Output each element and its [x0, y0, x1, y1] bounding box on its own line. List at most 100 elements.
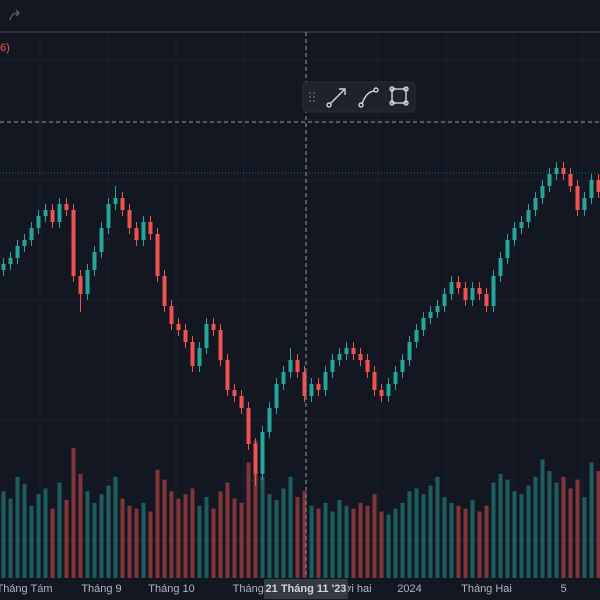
- candle-body: [323, 372, 328, 390]
- volume-bar: [8, 498, 13, 578]
- volume-bar: [442, 497, 447, 578]
- candle-body: [400, 360, 405, 372]
- candle-body: [64, 204, 69, 210]
- candle-body: [386, 384, 391, 396]
- volume-bar: [533, 476, 538, 578]
- candle-body: [85, 270, 90, 294]
- candle-body: [57, 204, 62, 222]
- candle-body: [484, 294, 489, 306]
- candle-body: [463, 288, 468, 300]
- candle-body: [260, 432, 265, 474]
- candle-body: [141, 222, 146, 240]
- path-tool[interactable]: [358, 87, 379, 108]
- candle-body: [372, 372, 377, 390]
- rectangle-tool[interactable]: [389, 86, 409, 106]
- x-tick-label: Tháng Tám: [0, 583, 53, 595]
- candle-body: [1, 264, 6, 270]
- volume-bar: [596, 471, 600, 578]
- volume-bar: [36, 494, 41, 578]
- volume-bar: [267, 494, 272, 578]
- volume-bar: [211, 508, 216, 578]
- candle-body: [351, 348, 356, 354]
- volume-bar: [540, 459, 545, 578]
- volume-bar: [141, 502, 146, 578]
- volume-bar: [512, 491, 517, 578]
- volume-bar: [43, 488, 48, 578]
- volume-bar: [561, 476, 566, 578]
- candle-body: [295, 360, 300, 372]
- candle-body: [29, 228, 34, 240]
- redo-button[interactable]: [9, 9, 20, 21]
- volume-bar: [393, 508, 398, 578]
- candle-body: [246, 408, 251, 444]
- x-tick-label: Tháng 9: [81, 583, 121, 595]
- candle-body: [519, 222, 524, 228]
- candle-body: [358, 354, 363, 360]
- candle-body: [533, 198, 538, 210]
- candle-body: [190, 342, 195, 366]
- volume-bar: [449, 502, 454, 578]
- volume-bar: [505, 479, 510, 578]
- candle-body: [162, 276, 167, 306]
- volume-bar: [57, 482, 62, 578]
- candle-body: [442, 294, 447, 306]
- candle-body: [36, 216, 41, 228]
- candle-body: [554, 168, 559, 174]
- volume-bar: [204, 497, 209, 578]
- volume-bar: [274, 499, 279, 578]
- arrow-tool[interactable]: [326, 88, 346, 108]
- candle-body: [50, 210, 55, 222]
- volume-bar: [246, 462, 251, 578]
- volume-bar: [568, 488, 573, 578]
- candle-body: [148, 222, 153, 234]
- volume-bar: [554, 482, 559, 578]
- crosshair-date: 21 Tháng 11 '23: [266, 583, 347, 595]
- x-tick-label: 5: [560, 583, 566, 595]
- candle-body: [344, 348, 349, 354]
- volume-bar: [421, 494, 426, 578]
- candle-body: [456, 282, 461, 288]
- volume-bar: [183, 494, 188, 578]
- candle-body: [393, 372, 398, 384]
- candle-body: [582, 198, 587, 210]
- candle-body: [498, 258, 503, 276]
- volume-bar: [330, 511, 335, 578]
- candle-body: [407, 342, 412, 360]
- volume-bar: [134, 508, 139, 578]
- candle-body: [575, 186, 580, 210]
- x-tick-label: Tháng Hai: [461, 583, 512, 595]
- candle-body: [274, 384, 279, 408]
- candle-body: [99, 228, 104, 252]
- volume-bar: [400, 502, 405, 578]
- volume-bar: [428, 485, 433, 578]
- legend-fragment: 6): [0, 42, 10, 54]
- candle-body: [568, 174, 573, 186]
- candle-body: [449, 282, 454, 294]
- candle-body: [330, 360, 335, 372]
- volume-bar: [547, 471, 552, 578]
- volume-bar: [498, 473, 503, 578]
- volume-bar: [15, 476, 20, 578]
- volume-bar: [463, 508, 468, 578]
- candle-body: [71, 210, 76, 276]
- volume-bar: [575, 479, 580, 578]
- volume-bar: [1, 491, 6, 578]
- candle-body: [561, 168, 566, 174]
- candle-body: [309, 384, 314, 396]
- candle-body: [435, 306, 440, 312]
- volume-bar: [190, 488, 195, 578]
- volume-bar: [582, 497, 587, 578]
- candle-body: [155, 234, 160, 276]
- price-pane: [1, 162, 600, 486]
- candle-body: [232, 390, 237, 396]
- volume-bar: [92, 502, 97, 578]
- candle-body: [365, 360, 370, 372]
- volume-bar: [365, 505, 370, 578]
- volume-bar: [232, 498, 237, 578]
- volume-bar: [281, 488, 286, 578]
- volume-bar: [309, 505, 314, 578]
- candle-body: [253, 444, 258, 474]
- volume-bar: [491, 482, 496, 578]
- volume-bar: [113, 476, 118, 578]
- volume-bar: [253, 440, 258, 578]
